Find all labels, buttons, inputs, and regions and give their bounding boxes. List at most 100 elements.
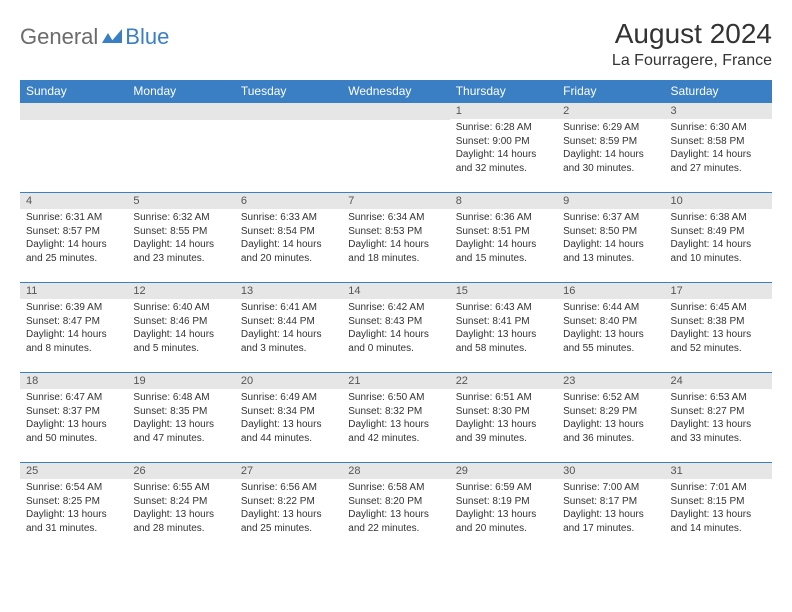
day-body: Sunrise: 6:31 AMSunset: 8:57 PMDaylight:… (20, 209, 127, 269)
day-number: 7 (342, 193, 449, 209)
dow-header: Saturday (665, 80, 772, 103)
day-number: 16 (557, 283, 664, 299)
calendar-day-cell: 17Sunrise: 6:45 AMSunset: 8:38 PMDayligh… (665, 283, 772, 373)
sunrise-text: Sunrise: 6:53 AM (671, 391, 766, 405)
sunrise-text: Sunrise: 6:49 AM (241, 391, 336, 405)
brand-part1: General (20, 24, 98, 50)
day-body: Sunrise: 6:51 AMSunset: 8:30 PMDaylight:… (450, 389, 557, 449)
daylight-text: Daylight: 13 hours and 14 minutes. (671, 508, 766, 535)
day-body: Sunrise: 6:42 AMSunset: 8:43 PMDaylight:… (342, 299, 449, 359)
calendar-day-cell (127, 103, 234, 193)
day-body: Sunrise: 6:47 AMSunset: 8:37 PMDaylight:… (20, 389, 127, 449)
day-body: Sunrise: 6:52 AMSunset: 8:29 PMDaylight:… (557, 389, 664, 449)
day-body: Sunrise: 6:30 AMSunset: 8:58 PMDaylight:… (665, 119, 772, 179)
day-body: Sunrise: 6:33 AMSunset: 8:54 PMDaylight:… (235, 209, 342, 269)
sunrise-text: Sunrise: 6:40 AM (133, 301, 228, 315)
day-number: 14 (342, 283, 449, 299)
calendar-day-cell: 29Sunrise: 6:59 AMSunset: 8:19 PMDayligh… (450, 463, 557, 553)
sunset-text: Sunset: 8:54 PM (241, 225, 336, 239)
day-number: 28 (342, 463, 449, 479)
daylight-text: Daylight: 14 hours and 5 minutes. (133, 328, 228, 355)
daylight-text: Daylight: 14 hours and 27 minutes. (671, 148, 766, 175)
day-number: 25 (20, 463, 127, 479)
day-number: 21 (342, 373, 449, 389)
daylight-text: Daylight: 13 hours and 39 minutes. (456, 418, 551, 445)
sunset-text: Sunset: 8:40 PM (563, 315, 658, 329)
sunrise-text: Sunrise: 6:43 AM (456, 301, 551, 315)
day-number (20, 103, 127, 120)
sunset-text: Sunset: 8:44 PM (241, 315, 336, 329)
daylight-text: Daylight: 13 hours and 17 minutes. (563, 508, 658, 535)
day-body: Sunrise: 6:43 AMSunset: 8:41 PMDaylight:… (450, 299, 557, 359)
day-number (127, 103, 234, 120)
sunrise-text: Sunrise: 6:36 AM (456, 211, 551, 225)
sunrise-text: Sunrise: 6:42 AM (348, 301, 443, 315)
daylight-text: Daylight: 13 hours and 33 minutes. (671, 418, 766, 445)
day-body: Sunrise: 7:01 AMSunset: 8:15 PMDaylight:… (665, 479, 772, 539)
day-body: Sunrise: 6:55 AMSunset: 8:24 PMDaylight:… (127, 479, 234, 539)
sunrise-text: Sunrise: 6:34 AM (348, 211, 443, 225)
calendar-day-cell: 6Sunrise: 6:33 AMSunset: 8:54 PMDaylight… (235, 193, 342, 283)
day-number: 18 (20, 373, 127, 389)
month-title: August 2024 (612, 18, 772, 50)
day-body: Sunrise: 6:37 AMSunset: 8:50 PMDaylight:… (557, 209, 664, 269)
day-number: 12 (127, 283, 234, 299)
day-body: Sunrise: 6:59 AMSunset: 8:19 PMDaylight:… (450, 479, 557, 539)
calendar-day-cell: 22Sunrise: 6:51 AMSunset: 8:30 PMDayligh… (450, 373, 557, 463)
brand-mark-icon (102, 27, 122, 48)
calendar-day-cell: 2Sunrise: 6:29 AMSunset: 8:59 PMDaylight… (557, 103, 664, 193)
sunset-text: Sunset: 8:19 PM (456, 495, 551, 509)
calendar-table: Sunday Monday Tuesday Wednesday Thursday… (20, 80, 772, 553)
sunset-text: Sunset: 8:47 PM (26, 315, 121, 329)
day-body: Sunrise: 6:40 AMSunset: 8:46 PMDaylight:… (127, 299, 234, 359)
calendar-day-cell: 18Sunrise: 6:47 AMSunset: 8:37 PMDayligh… (20, 373, 127, 463)
daylight-text: Daylight: 14 hours and 23 minutes. (133, 238, 228, 265)
day-number: 24 (665, 373, 772, 389)
daylight-text: Daylight: 13 hours and 58 minutes. (456, 328, 551, 355)
calendar-week-row: 4Sunrise: 6:31 AMSunset: 8:57 PMDaylight… (20, 193, 772, 283)
sunrise-text: Sunrise: 6:38 AM (671, 211, 766, 225)
sunset-text: Sunset: 8:24 PM (133, 495, 228, 509)
day-number: 23 (557, 373, 664, 389)
sunrise-text: Sunrise: 6:28 AM (456, 121, 551, 135)
calendar-day-cell: 30Sunrise: 7:00 AMSunset: 8:17 PMDayligh… (557, 463, 664, 553)
calendar-day-cell (342, 103, 449, 193)
sunset-text: Sunset: 8:15 PM (671, 495, 766, 509)
sunrise-text: Sunrise: 6:47 AM (26, 391, 121, 405)
calendar-day-cell: 3Sunrise: 6:30 AMSunset: 8:58 PMDaylight… (665, 103, 772, 193)
calendar-page: General Blue August 2024 La Fourragere, … (0, 0, 792, 563)
dow-header: Wednesday (342, 80, 449, 103)
sunrise-text: Sunrise: 6:54 AM (26, 481, 121, 495)
daylight-text: Daylight: 13 hours and 44 minutes. (241, 418, 336, 445)
topbar: General Blue August 2024 La Fourragere, … (20, 18, 772, 70)
sunset-text: Sunset: 8:53 PM (348, 225, 443, 239)
day-body: Sunrise: 6:54 AMSunset: 8:25 PMDaylight:… (20, 479, 127, 539)
calendar-day-cell (20, 103, 127, 193)
day-number: 27 (235, 463, 342, 479)
calendar-day-cell (235, 103, 342, 193)
calendar-day-cell: 8Sunrise: 6:36 AMSunset: 8:51 PMDaylight… (450, 193, 557, 283)
daylight-text: Daylight: 13 hours and 50 minutes. (26, 418, 121, 445)
sunrise-text: Sunrise: 7:00 AM (563, 481, 658, 495)
daylight-text: Daylight: 14 hours and 18 minutes. (348, 238, 443, 265)
day-body: Sunrise: 6:53 AMSunset: 8:27 PMDaylight:… (665, 389, 772, 449)
daylight-text: Daylight: 14 hours and 8 minutes. (26, 328, 121, 355)
day-body: Sunrise: 6:34 AMSunset: 8:53 PMDaylight:… (342, 209, 449, 269)
day-body: Sunrise: 6:29 AMSunset: 8:59 PMDaylight:… (557, 119, 664, 179)
day-number: 13 (235, 283, 342, 299)
day-number: 5 (127, 193, 234, 209)
day-number: 11 (20, 283, 127, 299)
sunrise-text: Sunrise: 6:31 AM (26, 211, 121, 225)
day-number: 1 (450, 103, 557, 119)
calendar-day-cell: 27Sunrise: 6:56 AMSunset: 8:22 PMDayligh… (235, 463, 342, 553)
calendar-day-cell: 15Sunrise: 6:43 AMSunset: 8:41 PMDayligh… (450, 283, 557, 373)
day-number: 4 (20, 193, 127, 209)
day-number: 10 (665, 193, 772, 209)
sunset-text: Sunset: 8:35 PM (133, 405, 228, 419)
sunset-text: Sunset: 8:58 PM (671, 135, 766, 149)
sunset-text: Sunset: 8:41 PM (456, 315, 551, 329)
calendar-day-cell: 21Sunrise: 6:50 AMSunset: 8:32 PMDayligh… (342, 373, 449, 463)
calendar-day-cell: 1Sunrise: 6:28 AMSunset: 9:00 PMDaylight… (450, 103, 557, 193)
calendar-day-cell: 4Sunrise: 6:31 AMSunset: 8:57 PMDaylight… (20, 193, 127, 283)
dow-header: Friday (557, 80, 664, 103)
